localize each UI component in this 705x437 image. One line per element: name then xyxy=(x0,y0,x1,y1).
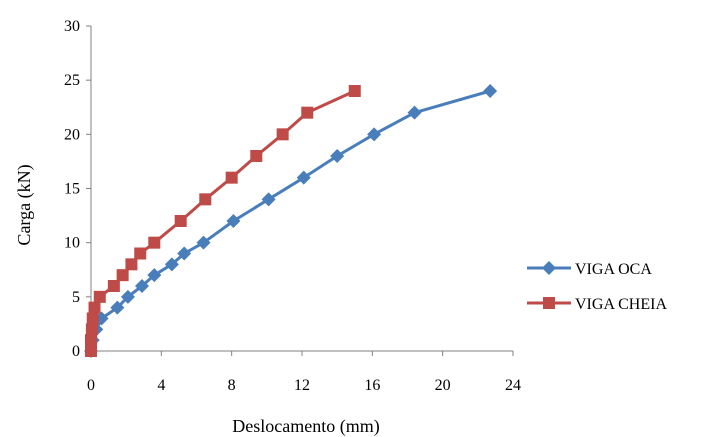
y-tick-label: 10 xyxy=(64,235,80,252)
data-point-square xyxy=(276,128,289,141)
data-point-square xyxy=(543,297,555,309)
data-point-diamond xyxy=(367,127,382,142)
data-point-square xyxy=(125,258,138,271)
series-line-viga-oca xyxy=(89,89,491,352)
data-point-diamond xyxy=(196,235,211,250)
data-point-square xyxy=(93,290,106,303)
data-point-square xyxy=(148,236,161,249)
data-point-diamond xyxy=(330,149,345,163)
data-point-square xyxy=(225,171,238,184)
x-tick-label: 0 xyxy=(87,377,95,394)
data-point-diamond xyxy=(147,268,162,283)
data-point-diamond xyxy=(226,214,241,228)
y-axis-ticks: 0 5 10 15 20 25 30 xyxy=(64,18,91,360)
y-tick-label: 30 xyxy=(64,18,80,35)
x-tick-label: 20 xyxy=(435,377,451,394)
data-point-square xyxy=(88,301,101,314)
series-viga-cheia xyxy=(85,85,361,357)
data-point-square xyxy=(85,334,97,347)
data-point-square xyxy=(85,323,98,336)
data-point-square xyxy=(134,247,147,260)
data-point-diamond xyxy=(542,261,556,275)
data-point-diamond xyxy=(296,170,311,185)
x-tick-label: 16 xyxy=(364,377,380,394)
y-tick-label: 0 xyxy=(72,343,80,360)
data-point-diamond xyxy=(134,279,149,293)
data-point-square xyxy=(348,85,361,97)
x-axis-title: Deslocamento (mm) xyxy=(232,416,379,437)
axes: 0 5 10 15 20 25 30 0 4 8 12 16 20 24 xyxy=(64,18,521,394)
legend: VIGA OCA VIGA CHEIA xyxy=(527,261,667,313)
y-tick-label: 15 xyxy=(64,181,80,198)
data-point-square xyxy=(107,280,120,292)
data-point-diamond xyxy=(261,192,276,207)
y-axis-title: Carga (kN) xyxy=(14,164,35,245)
x-tick-label: 12 xyxy=(294,377,310,394)
data-point-square xyxy=(85,345,97,357)
legend-item-viga-oca: VIGA OCA xyxy=(527,261,652,278)
y-tick-label: 5 xyxy=(72,289,80,306)
data-point-diamond xyxy=(407,105,422,120)
y-tick-label: 20 xyxy=(64,126,80,143)
data-point-square xyxy=(301,106,314,119)
data-point-diamond xyxy=(483,84,498,98)
data-point-diamond xyxy=(120,289,135,304)
data-point-square xyxy=(116,269,129,282)
legend-label: VIGA CHEIA xyxy=(575,296,667,313)
x-tick-label: 24 xyxy=(505,377,521,394)
data-point-diamond xyxy=(177,246,192,261)
x-axis-ticks: 0 4 8 12 16 20 24 xyxy=(87,351,521,394)
data-point-diamond xyxy=(110,300,125,315)
series-line-viga-cheia xyxy=(89,89,356,351)
data-point-square xyxy=(250,150,263,162)
legend-item-viga-cheia: VIGA CHEIA xyxy=(527,296,667,313)
series-viga-oca xyxy=(84,84,498,358)
data-point-square xyxy=(86,312,99,325)
data-point-square xyxy=(174,215,187,227)
data-point-diamond xyxy=(164,257,179,272)
y-tick-label: 25 xyxy=(64,72,80,89)
data-point-square xyxy=(199,193,212,206)
x-tick-label: 8 xyxy=(228,377,236,394)
x-tick-label: 4 xyxy=(157,377,165,394)
legend-label: VIGA OCA xyxy=(575,261,652,278)
series-layer xyxy=(84,84,498,358)
